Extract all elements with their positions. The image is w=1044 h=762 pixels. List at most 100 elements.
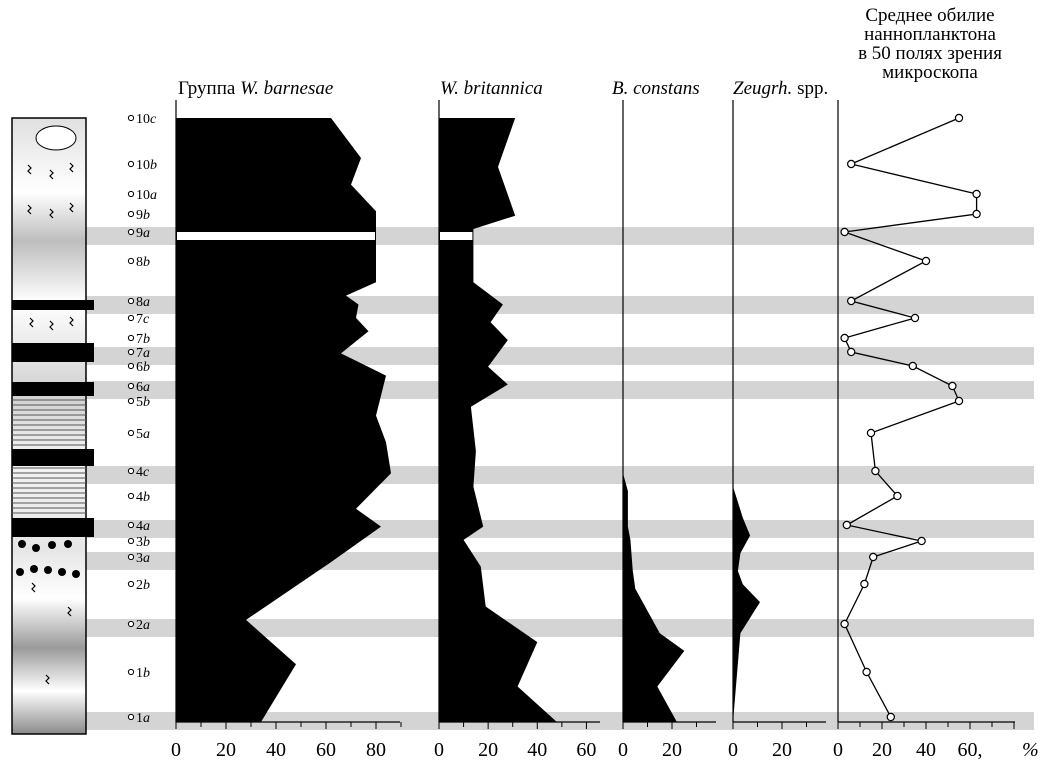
sample-label-7b: 7b bbox=[136, 332, 150, 347]
abundance-point-5a bbox=[866, 428, 876, 438]
tick-label-barnesae: 60 bbox=[316, 739, 336, 761]
abundance-point-2b bbox=[860, 579, 869, 589]
abundance-point-10c bbox=[954, 113, 964, 123]
lithology-column bbox=[11, 117, 94, 735]
litho-dark-band bbox=[12, 382, 94, 396]
abundance-title: Среднее обилие наннопланктона в 50 полях… bbox=[830, 6, 1030, 82]
tick-label-constans: 20 bbox=[662, 739, 682, 761]
burrow-icon bbox=[67, 606, 72, 617]
sample-dot-5b bbox=[127, 397, 135, 405]
sample-number: 8 bbox=[136, 255, 143, 270]
sample-letter: c bbox=[143, 465, 150, 480]
sample-label-5b: 5b bbox=[136, 395, 150, 410]
abundance-point-7b bbox=[840, 333, 849, 343]
fossil-icon bbox=[35, 125, 77, 151]
sample-letter: b bbox=[143, 490, 150, 505]
sample-dot-1a bbox=[127, 713, 135, 721]
sample-dot-1b bbox=[127, 668, 135, 676]
sample-label-4b: 4b bbox=[136, 490, 150, 505]
abundance-point-4c bbox=[871, 466, 880, 476]
abundance-point-1a bbox=[886, 712, 896, 722]
tick-label-britannica: 0 bbox=[434, 739, 444, 761]
panel-zeugrh: 0 20 Zeugrh. spp. bbox=[728, 78, 828, 761]
nodule-icon bbox=[64, 540, 72, 548]
sample-letter: a bbox=[143, 226, 150, 241]
abundance-point-9a bbox=[840, 227, 849, 237]
litho-dark-band bbox=[12, 343, 94, 362]
abundance-point-4b bbox=[893, 491, 902, 501]
title-barnesae: Группа W. barnesae bbox=[178, 78, 333, 99]
sample-dot-5a bbox=[127, 429, 135, 437]
sample-letter: a bbox=[143, 427, 150, 442]
sample-number: 4 bbox=[136, 490, 143, 505]
band-2a bbox=[86, 619, 1034, 637]
nodule-icon bbox=[48, 541, 56, 549]
sample-letter: c bbox=[143, 312, 150, 327]
sample-label-6a: 6a bbox=[136, 380, 150, 395]
sample-number: 5 bbox=[136, 395, 143, 410]
abundance-tick-label: 60, bbox=[958, 739, 983, 761]
sample-letter: a bbox=[143, 295, 150, 310]
sample-label-9a: 9a bbox=[136, 226, 150, 241]
sample-number: 4 bbox=[136, 519, 143, 534]
sample-letter: a bbox=[143, 618, 150, 633]
sample-label-7a: 7a bbox=[136, 346, 150, 361]
abundance-point-9b bbox=[972, 209, 981, 219]
nodule-icon bbox=[16, 568, 24, 576]
tick-label-constans: 0 bbox=[618, 739, 628, 761]
sample-letter: a bbox=[150, 188, 157, 203]
abundance-point-5b bbox=[954, 396, 964, 406]
abundance-point-10a bbox=[972, 189, 981, 199]
sample-letter: a bbox=[143, 551, 150, 566]
title-italic: B. constans bbox=[612, 78, 700, 99]
sample-number: 9 bbox=[136, 208, 143, 223]
sample-number: 5 bbox=[136, 427, 143, 442]
burrow-icon bbox=[49, 320, 54, 331]
sample-letter: a bbox=[143, 711, 150, 726]
burrow-icon bbox=[49, 169, 54, 180]
title-italic: W. britannica bbox=[440, 78, 543, 99]
sample-label-8a: 8a bbox=[136, 295, 150, 310]
sample-number: 2 bbox=[136, 578, 143, 593]
sample-letter: b bbox=[143, 332, 150, 347]
title-constans: B. constans bbox=[612, 78, 700, 99]
burrow-icon bbox=[69, 316, 74, 327]
title-prefix: Группа bbox=[178, 78, 240, 99]
tick-label-barnesae: 80 bbox=[366, 739, 386, 761]
sample-number: 7 bbox=[136, 312, 143, 327]
sample-dot-7b bbox=[127, 334, 135, 342]
sample-label-10c: 10c bbox=[136, 112, 157, 127]
nodule-icon bbox=[30, 565, 38, 573]
sample-dot-2b bbox=[127, 580, 135, 588]
band-1a bbox=[86, 712, 1034, 730]
sample-number: 6 bbox=[136, 360, 143, 375]
abundance-point-2a bbox=[840, 619, 849, 629]
sample-label-5a: 5a bbox=[136, 427, 150, 442]
gap-barnesae bbox=[177, 232, 375, 240]
tick-label-britannica: 40 bbox=[527, 739, 547, 761]
abundance-point-3a bbox=[869, 552, 878, 562]
burrow-icon bbox=[29, 317, 34, 328]
sample-letter: b bbox=[143, 395, 150, 410]
sample-dot-9a bbox=[127, 228, 135, 236]
gap-britannica bbox=[440, 232, 473, 240]
sample-dot-6b bbox=[127, 362, 135, 370]
sample-number: 7 bbox=[136, 346, 143, 361]
sample-label-1b: 1b bbox=[136, 666, 150, 681]
sample-dot-8a bbox=[127, 297, 135, 305]
sample-label-2b: 2b bbox=[136, 578, 150, 593]
burrow-icon bbox=[69, 162, 74, 173]
sample-number: 10 bbox=[136, 188, 150, 203]
abundance-point-1b bbox=[862, 667, 871, 677]
sample-dot-10c bbox=[127, 114, 135, 122]
tick-label-britannica: 60 bbox=[576, 739, 596, 761]
burrow-icon bbox=[31, 582, 36, 593]
abundance-tick-label: 0 bbox=[833, 739, 843, 761]
sample-letter: b bbox=[143, 666, 150, 681]
abundance-point-6a bbox=[948, 381, 957, 391]
sample-label-3b: 3b bbox=[136, 535, 150, 550]
sample-label-3a: 3a bbox=[136, 551, 150, 566]
sample-number: 3 bbox=[136, 535, 143, 550]
area-britannica bbox=[439, 118, 557, 722]
